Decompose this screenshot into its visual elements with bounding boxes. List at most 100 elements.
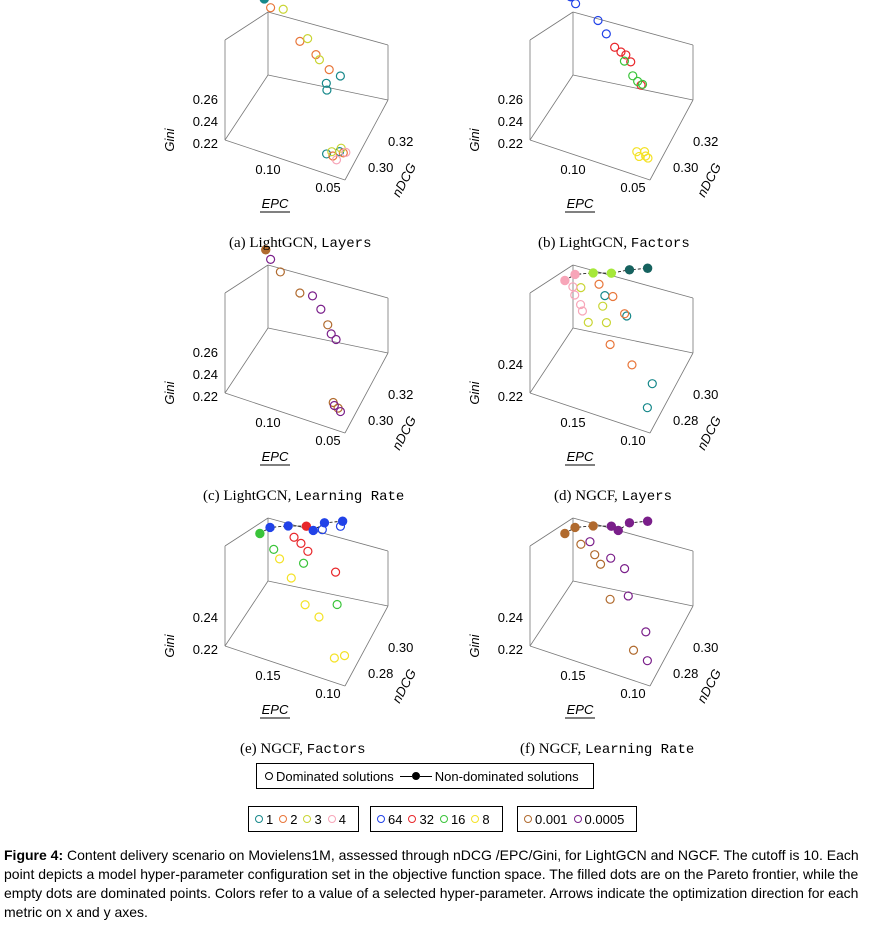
subcaption-c: (c) LightGCN, Learning Rate [203,488,405,505]
dominated-point [583,317,593,327]
pareto-point [283,521,293,531]
dominated-point [329,400,339,411]
legend-marker-icon [471,815,480,823]
axis-edge [224,327,269,394]
z-tick-label: 0.24 [193,610,218,625]
dominated-point [330,567,341,577]
axis-edge [267,11,389,46]
dominated-point [610,42,620,52]
subcaption-f: (f) NGCF, Learning Rate [520,741,695,758]
axis-edge [224,264,269,294]
z-axis-title: Gini [162,633,177,657]
pareto-point [588,268,598,278]
z-tick-label: 0.22 [193,389,218,404]
legend-marker-icon [408,815,417,823]
dominated-point [339,650,350,661]
x-tick-label: 0.15 [560,415,585,430]
subcaption-b: (b) LightGCN, Factors [538,235,690,252]
dominated-point [331,334,341,345]
dominated-point [608,291,618,302]
axis-edge [224,645,346,687]
axis-edge [344,99,389,181]
legend-marker-icon [439,815,448,823]
axis-edge [224,74,269,141]
axis-edge [529,139,651,181]
dominated-point [298,558,309,568]
dominated-point [335,406,346,417]
legend-item-layers-1: 2 [279,812,297,827]
dominated-point [626,57,636,67]
dominated-point [568,282,578,292]
axis-edge [529,517,574,547]
pareto-point [308,525,318,536]
y-tick-label: 0.32 [693,134,718,149]
dominated-point [322,85,332,95]
x-axis-title: EPC [567,196,594,211]
dominated-point [600,291,610,301]
dominated-point [619,56,630,66]
figure-charts: 0.100.050.300.320.220.240.26EPCnDCGGini0… [162,0,724,719]
dominated-point [316,304,326,314]
pareto-point [642,263,653,273]
axis-edge [267,580,389,607]
y-tick-label: 0.30 [368,160,393,175]
caption-label: Figure 4: [4,847,64,863]
dominated-point [577,306,588,316]
legend-item-factors-2: 16 [439,812,465,827]
dominated-point [605,594,615,604]
dominated-point [265,254,276,264]
dominated-point [590,550,600,560]
dominated-point [278,4,288,14]
dominated-point [641,151,651,161]
dominated-point [595,559,606,569]
legend-item-layers-3: 4 [327,812,346,827]
x-tick-label: 0.05 [315,180,340,195]
dominated-point [332,599,342,610]
chart-panel-5: 0.15 0.10 0.28 0.30 0.22 0.24 EPC nDCG Gini [467,516,724,719]
legend-marker-icon [279,815,288,823]
y-tick-label: 0.28 [368,666,393,681]
x-axis-title: EPC [567,702,594,717]
dominated-point [570,290,580,300]
pareto-point [624,265,635,275]
x-tick-label: 0.10 [255,162,280,177]
dominated-point [634,151,644,162]
dominated-point [622,311,632,321]
axis-edge [267,264,389,299]
z-tick-label: 0.22 [498,136,523,151]
x-axis-title: EPC [567,449,594,464]
y-tick-label: 0.28 [673,413,698,428]
dominated-point [628,645,639,655]
pareto-point [570,522,580,533]
legend-item-lr-0: 0.001 [524,812,568,827]
pareto-point [301,521,312,531]
subcaption-a: (a) LightGCN, Layers [229,235,372,252]
y-axis-title: nDCG [694,666,724,705]
dominated-point [641,627,651,637]
axis-edge [649,605,694,687]
dominated-point [627,360,637,370]
pareto-point [613,525,623,536]
dominated-point [341,147,351,157]
dominated-point [296,538,306,548]
z-axis-title: Gini [467,633,482,657]
y-tick-label: 0.32 [388,134,413,149]
z-tick-label: 0.26 [193,92,218,107]
x-tick-label: 0.05 [620,180,645,195]
dominated-point [619,309,630,319]
y-axis-title: nDCG [694,413,724,452]
x-tick-label: 0.10 [620,433,645,448]
legend-learning-rate: 0.001 0.0005 [517,806,638,832]
z-tick-label: 0.24 [498,114,523,129]
legend-nondominated: Non-dominated solutions [399,769,579,784]
dominated-point [632,147,642,157]
x-tick-label: 0.05 [315,433,340,448]
legend-item-factors-1: 32 [408,812,434,827]
legend-marker-icon [327,815,336,823]
y-axis-title: nDCG [389,160,419,199]
axis-edge [572,580,694,607]
axis-edge [344,352,389,434]
chart-panel-4: 0.15 0.10 0.28 0.30 0.22 0.24 EPC nDCG Gini [162,516,419,719]
subcaption-d: (d) NGCF, Layers [554,488,672,505]
